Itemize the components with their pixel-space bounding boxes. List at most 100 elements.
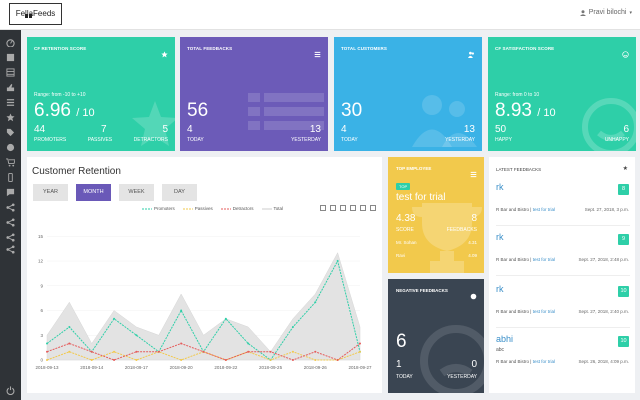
series-detractors-point	[224, 359, 227, 361]
power-icon[interactable]	[6, 386, 15, 395]
top-bar: FellaFeeds Pravi bilochi ▾	[0, 0, 640, 30]
x-tick-label: 2018-09-13	[35, 365, 59, 370]
list-bg-icon	[248, 93, 324, 130]
series-promoters-point	[46, 342, 48, 345]
tab-day[interactable]: DAY	[162, 184, 197, 201]
feedback-item[interactable]: abhi 10 abc R Bar and Bistro | test for …	[496, 334, 630, 378]
zoom-icon[interactable]	[320, 205, 326, 211]
feedback-date: Sept. 27, 2018, 2:48 p.m.	[578, 257, 629, 262]
yesterday-count: 0	[471, 359, 477, 370]
feedback-sub: abc	[496, 347, 505, 353]
total-customers-card: TOTAL CUSTOMERS 30 4 13 TODAY YESTERDAY	[334, 37, 482, 151]
tab-month[interactable]: MONTH	[76, 184, 111, 201]
x-tick-label: 2018-09-26	[304, 365, 328, 370]
feedback-name[interactable]: rk	[496, 232, 504, 242]
cart-icon[interactable]	[6, 158, 15, 167]
series-detractors-point	[113, 359, 116, 361]
legend-total[interactable]: Total	[261, 206, 284, 211]
series-promoters-point	[291, 326, 294, 328]
star-icon[interactable]	[6, 113, 15, 122]
table-icon[interactable]	[6, 68, 15, 77]
feedback-source: R Bar and Bistro | test for trial	[496, 359, 555, 364]
dashboard-icon[interactable]	[6, 38, 15, 47]
retention-chart: 0 3 6 9 12 15 2018-09-13 2018-09-14 2018-09-17 20…	[35, 234, 372, 370]
score-badge: 10	[618, 336, 629, 347]
series-detractors-point	[68, 342, 71, 345]
series-total-area	[46, 252, 361, 361]
card-range: Range: from -10 to +10	[34, 92, 86, 98]
legend-detractors[interactable]: Detractors	[220, 206, 254, 211]
share-icon[interactable]	[6, 233, 15, 242]
score-badge: 10	[618, 286, 629, 297]
logo-icon	[25, 6, 33, 18]
series-promoters-point	[247, 342, 250, 345]
series-passives-point	[46, 359, 48, 361]
tab-week[interactable]: WEEK	[119, 184, 154, 201]
list-icon[interactable]	[6, 98, 15, 107]
share-icon[interactable]	[6, 245, 15, 254]
y-tick-label: 12	[38, 259, 44, 264]
star-bg-icon	[132, 101, 175, 146]
score-label: SCORE	[396, 227, 414, 233]
x-tick-label: 2018-09-22	[214, 365, 238, 370]
user-menu[interactable]: Pravi bilochi ▾	[579, 9, 632, 16]
employee-row-value: 4.31	[468, 240, 477, 245]
brand-logo[interactable]: FellaFeeds	[9, 3, 62, 25]
promoters-count: 44	[34, 124, 46, 135]
today-label: TODAY	[396, 374, 413, 380]
retention-score-card: CF RETENTION SCORE Range: from -10 to +1…	[27, 37, 175, 151]
employee-feedbacks: 8	[471, 213, 477, 224]
card-value: 6.96 / 10	[34, 100, 95, 121]
share-icon[interactable]	[6, 218, 15, 227]
mobile-icon[interactable]	[6, 173, 15, 182]
series-detractors-point	[90, 350, 93, 353]
yesterday-label: YESTERDAY	[291, 137, 321, 143]
employee-name: test for trial	[396, 192, 446, 203]
today-count: 4	[341, 124, 347, 135]
card-value: 30	[341, 100, 363, 121]
series-promoters-point	[113, 317, 116, 320]
employee-score: 4.38	[396, 213, 416, 224]
download-icon[interactable]	[370, 205, 376, 211]
tab-year[interactable]: YEAR	[33, 184, 68, 201]
feedback-name[interactable]: rk	[496, 182, 504, 192]
series-promoters-point	[336, 260, 339, 262]
legend-passives[interactable]: Passives	[182, 206, 213, 211]
legend-promoters[interactable]: Promoters	[142, 206, 175, 211]
list-icon	[314, 45, 321, 58]
tag-icon[interactable]	[6, 128, 15, 137]
x-tick-label: 2018-09-17	[125, 365, 149, 370]
feedback-item[interactable]: rk 10 R Bar and Bistro | test for trial …	[496, 284, 630, 328]
trophy-bg-icon	[412, 203, 482, 273]
yesterday-label: YESTERDAY	[445, 137, 475, 143]
today-label: TODAY	[187, 137, 204, 143]
thumbs-up-icon[interactable]	[6, 83, 15, 92]
feedback-item[interactable]: rk 8 R Bar and Bistro | test for trial S…	[496, 182, 630, 226]
feedback-item[interactable]: rk 9 R Bar and Bistro | test for trial S…	[496, 232, 630, 276]
report-icon[interactable]	[6, 53, 15, 62]
card-title: TOTAL CUSTOMERS	[341, 46, 387, 51]
chat-icon[interactable]	[6, 188, 15, 197]
list-icon	[470, 165, 477, 183]
card-range: Range: from 0 to 10	[495, 92, 540, 98]
y-tick-label: 3	[40, 333, 43, 338]
period-tabs: YEAR MONTH WEEK DAY	[33, 184, 197, 201]
cloud-icon[interactable]	[6, 143, 15, 152]
series-detractors-point	[269, 350, 272, 353]
stack-icon[interactable]	[340, 205, 346, 211]
series-passives-point	[90, 359, 93, 361]
feedback-date: Sept. 27, 2018, 2:40 p.m.	[578, 309, 629, 314]
share-icon[interactable]	[6, 203, 15, 212]
series-detractors-point	[247, 350, 250, 353]
bar-chart-icon[interactable]	[330, 205, 336, 211]
series-promoters-point	[68, 326, 71, 328]
refresh-icon[interactable]	[360, 205, 366, 211]
tiled-icon[interactable]	[350, 205, 356, 211]
series-promoters-point	[135, 334, 138, 337]
series-passives-point	[68, 350, 71, 353]
today-count: 1	[396, 359, 402, 370]
feedback-name[interactable]: rk	[496, 284, 504, 294]
series-detractors-point	[359, 342, 361, 345]
star-icon	[161, 45, 168, 58]
feedback-name[interactable]: abhi	[496, 334, 514, 344]
